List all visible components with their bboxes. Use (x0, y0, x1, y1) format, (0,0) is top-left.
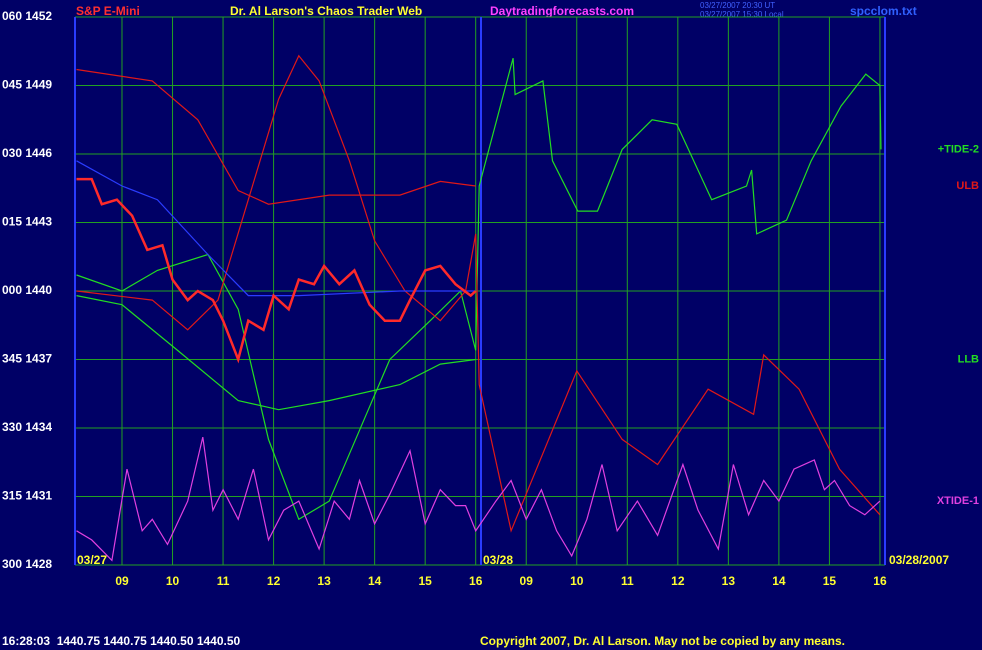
series-label: +TIDE-2 (938, 143, 979, 155)
y-tick-label: 300 1428 (2, 557, 52, 571)
x-tick-label: 16 (469, 574, 483, 588)
series-line (76, 177, 477, 364)
series-line (76, 295, 476, 411)
x-tick-label: 11 (621, 574, 634, 588)
x-tick-label: 13 (722, 574, 736, 588)
y-tick-label: 330 1434 (2, 420, 52, 434)
y-tick-label: 345 1437 (2, 352, 52, 366)
y-tick-label: 030 1446 (2, 146, 52, 160)
series-label: XTIDE-1 (937, 495, 979, 507)
x-tick-label: 10 (166, 574, 180, 588)
x-tick-label: 11 (217, 574, 230, 588)
date-label: 03/28/2007 (889, 553, 949, 567)
y-tick-label: 060 1452 (2, 9, 52, 23)
date-label: 03/28 (483, 553, 513, 567)
file-name: spcclom.txt (850, 4, 917, 18)
series-line (76, 160, 476, 297)
date-label: 03/27 (77, 553, 107, 567)
x-tick-label: 13 (317, 574, 331, 588)
series-line (76, 57, 882, 521)
x-tick-label: 10 (570, 574, 584, 588)
series-line (76, 436, 881, 562)
x-tick-label: 14 (772, 574, 786, 588)
y-tick-label: 315 1431 (2, 489, 52, 503)
x-tick-label: 15 (823, 574, 837, 588)
instrument: S&P E-Mini (76, 4, 140, 18)
y-tick-label: 015 1443 (2, 215, 52, 229)
y-tick-label: 045 1449 (2, 78, 52, 92)
x-tick-label: 16 (873, 574, 887, 588)
x-tick-label: 14 (368, 574, 382, 588)
series-label: ULB (956, 180, 979, 192)
x-tick-label: 15 (418, 574, 432, 588)
copyright: Copyright 2007, Dr. Al Larson. May not b… (480, 634, 845, 648)
series-line (76, 68, 476, 205)
x-tick-label: 09 (115, 574, 129, 588)
x-tick-label: 12 (671, 574, 685, 588)
status: 16:28:03 1440.75 1440.75 1440.50 1440.50 (2, 634, 241, 648)
timestamp: 03/27/2007 15:30 Local (700, 10, 784, 19)
y-tick-label: 000 1440 (2, 283, 52, 297)
timestamp: 03/27/2007 20:30 UT (700, 1, 775, 10)
series-label: LLB (958, 353, 979, 365)
website: Daytradingforecasts.com (490, 4, 634, 18)
chart-title: Dr. Al Larson's Chaos Trader Web (230, 4, 422, 18)
x-tick-label: 12 (267, 574, 281, 588)
x-tick-label: 09 (520, 574, 534, 588)
